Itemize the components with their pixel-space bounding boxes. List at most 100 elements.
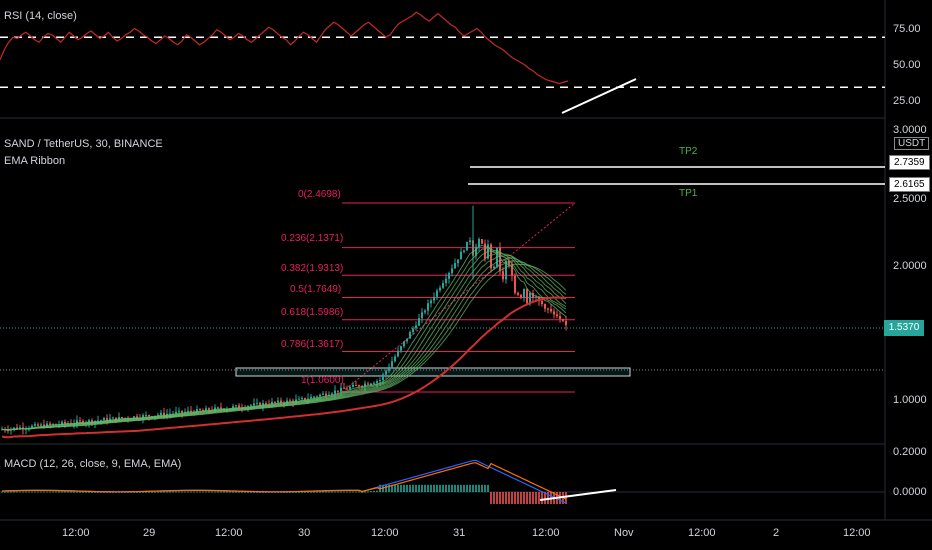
macd-histogram-bar <box>310 491 312 493</box>
macd-histogram-bar <box>190 491 192 493</box>
macd-histogram-bar <box>25 491 27 493</box>
macd-histogram-bar <box>541 492 543 504</box>
macd-histogram-bar <box>325 491 327 493</box>
signal-line <box>1 462 567 500</box>
candle-body <box>274 401 276 403</box>
macd-histogram-bar <box>226 491 228 493</box>
macd-histogram-bar <box>427 484 429 492</box>
candle-body <box>451 268 453 274</box>
ema-slow-line <box>1 296 567 439</box>
candle-body <box>280 400 282 403</box>
candle-body <box>19 427 21 429</box>
candle-body <box>289 400 291 402</box>
macd-histogram-bar <box>280 491 282 493</box>
candle-body <box>382 374 384 381</box>
macd-histogram-bar <box>193 491 195 493</box>
fib-0236-label: 0.236(2.1371) <box>281 233 344 244</box>
candle-body <box>526 288 528 304</box>
candle-body <box>265 403 267 405</box>
tp2-price-tag: 2.7359 <box>889 155 930 170</box>
candle-body <box>136 416 138 419</box>
candle-body <box>175 411 177 414</box>
macd-histogram-bar <box>355 491 357 493</box>
macd-histogram-bar <box>235 491 237 493</box>
fib-0618-label: 0.618(1.5986) <box>281 307 344 318</box>
candle-body <box>34 424 36 426</box>
currency-badge[interactable]: USDT <box>894 137 930 150</box>
macd-histogram-bar <box>412 484 414 492</box>
candle-body <box>418 318 420 326</box>
macd-histogram-bar <box>202 491 204 493</box>
macd-histogram-bar <box>106 491 108 493</box>
candle-body <box>547 308 549 310</box>
macd-histogram-bar <box>82 491 84 493</box>
candle-body <box>505 260 507 280</box>
tp1-label: TP1 <box>679 188 698 199</box>
macd-histogram-bar <box>100 491 102 493</box>
candle-body <box>349 386 351 389</box>
candle-body <box>232 406 234 409</box>
macd-histogram-bar <box>544 492 546 504</box>
candle-body <box>484 243 486 259</box>
candle-body <box>436 290 438 297</box>
macd-histogram-bar <box>346 491 348 493</box>
macd-histogram-bar <box>151 491 153 493</box>
ema-ribbon-line <box>1 263 567 431</box>
macd-histogram-bar <box>79 491 81 493</box>
macd-histogram-bar <box>88 491 90 493</box>
macd-histogram-bar <box>526 492 528 504</box>
macd-histogram-bar <box>433 484 435 492</box>
macd-tick-0: 0.0000 <box>893 486 927 498</box>
macd-histogram-bar <box>178 491 180 493</box>
macd-histogram-bar <box>139 491 141 493</box>
time-label: 30 <box>298 527 311 539</box>
macd-histogram-bar <box>265 491 267 493</box>
candle-body <box>544 304 546 309</box>
macd-histogram-bar <box>358 491 360 493</box>
candle-body <box>391 361 393 367</box>
macd-histogram-bar <box>463 484 465 492</box>
main-title: SAND / TetherUS, 30, BINANCE <box>4 138 163 150</box>
fib-1-label: 1(1.0600) <box>301 375 344 386</box>
candle-body <box>220 407 222 409</box>
candle-body <box>397 350 399 357</box>
fib-0382-label: 0.382(1.9313) <box>281 263 344 274</box>
candle-body <box>565 321 567 326</box>
candle-body <box>412 328 414 333</box>
macd-histogram-bar <box>67 491 69 493</box>
macd-histogram-bar <box>10 491 12 493</box>
macd-histogram-bar <box>304 491 306 493</box>
macd-histogram-bar <box>118 491 120 493</box>
indicator-name: EMA Ribbon <box>4 155 66 167</box>
candle-body <box>40 424 42 426</box>
candle-body <box>13 427 15 429</box>
support-zone <box>235 367 631 377</box>
candle-body <box>550 308 552 312</box>
macd-histogram-bar <box>391 484 393 492</box>
candle-body <box>61 421 63 425</box>
rsi-tick-50: 50.00 <box>893 59 921 71</box>
candle-body <box>442 283 444 288</box>
macd-histogram-bar <box>37 491 39 493</box>
candle-body <box>478 239 480 247</box>
macd-histogram-bar <box>319 491 321 493</box>
macd-histogram-bar <box>565 492 567 504</box>
macd-histogram-bar <box>112 491 114 493</box>
macd-histogram-bar <box>445 484 447 492</box>
tp1-price-tag: 2.6165 <box>889 177 930 192</box>
macd-histogram-bar <box>142 491 144 493</box>
macd-histogram-bar <box>28 491 30 493</box>
candle-body <box>460 251 462 260</box>
candle-body <box>205 408 207 411</box>
candle-body <box>502 271 504 280</box>
time-label: 12:00 <box>532 527 560 539</box>
candle-body <box>499 247 501 272</box>
macd-histogram-bar <box>229 491 231 493</box>
time-label: 12:00 <box>62 527 90 539</box>
candle-body <box>181 410 183 413</box>
candle-body <box>454 263 456 269</box>
macd-histogram-bar <box>64 491 66 493</box>
fib-0-label: 0(2.4698) <box>298 189 341 200</box>
candle-body <box>7 430 9 432</box>
